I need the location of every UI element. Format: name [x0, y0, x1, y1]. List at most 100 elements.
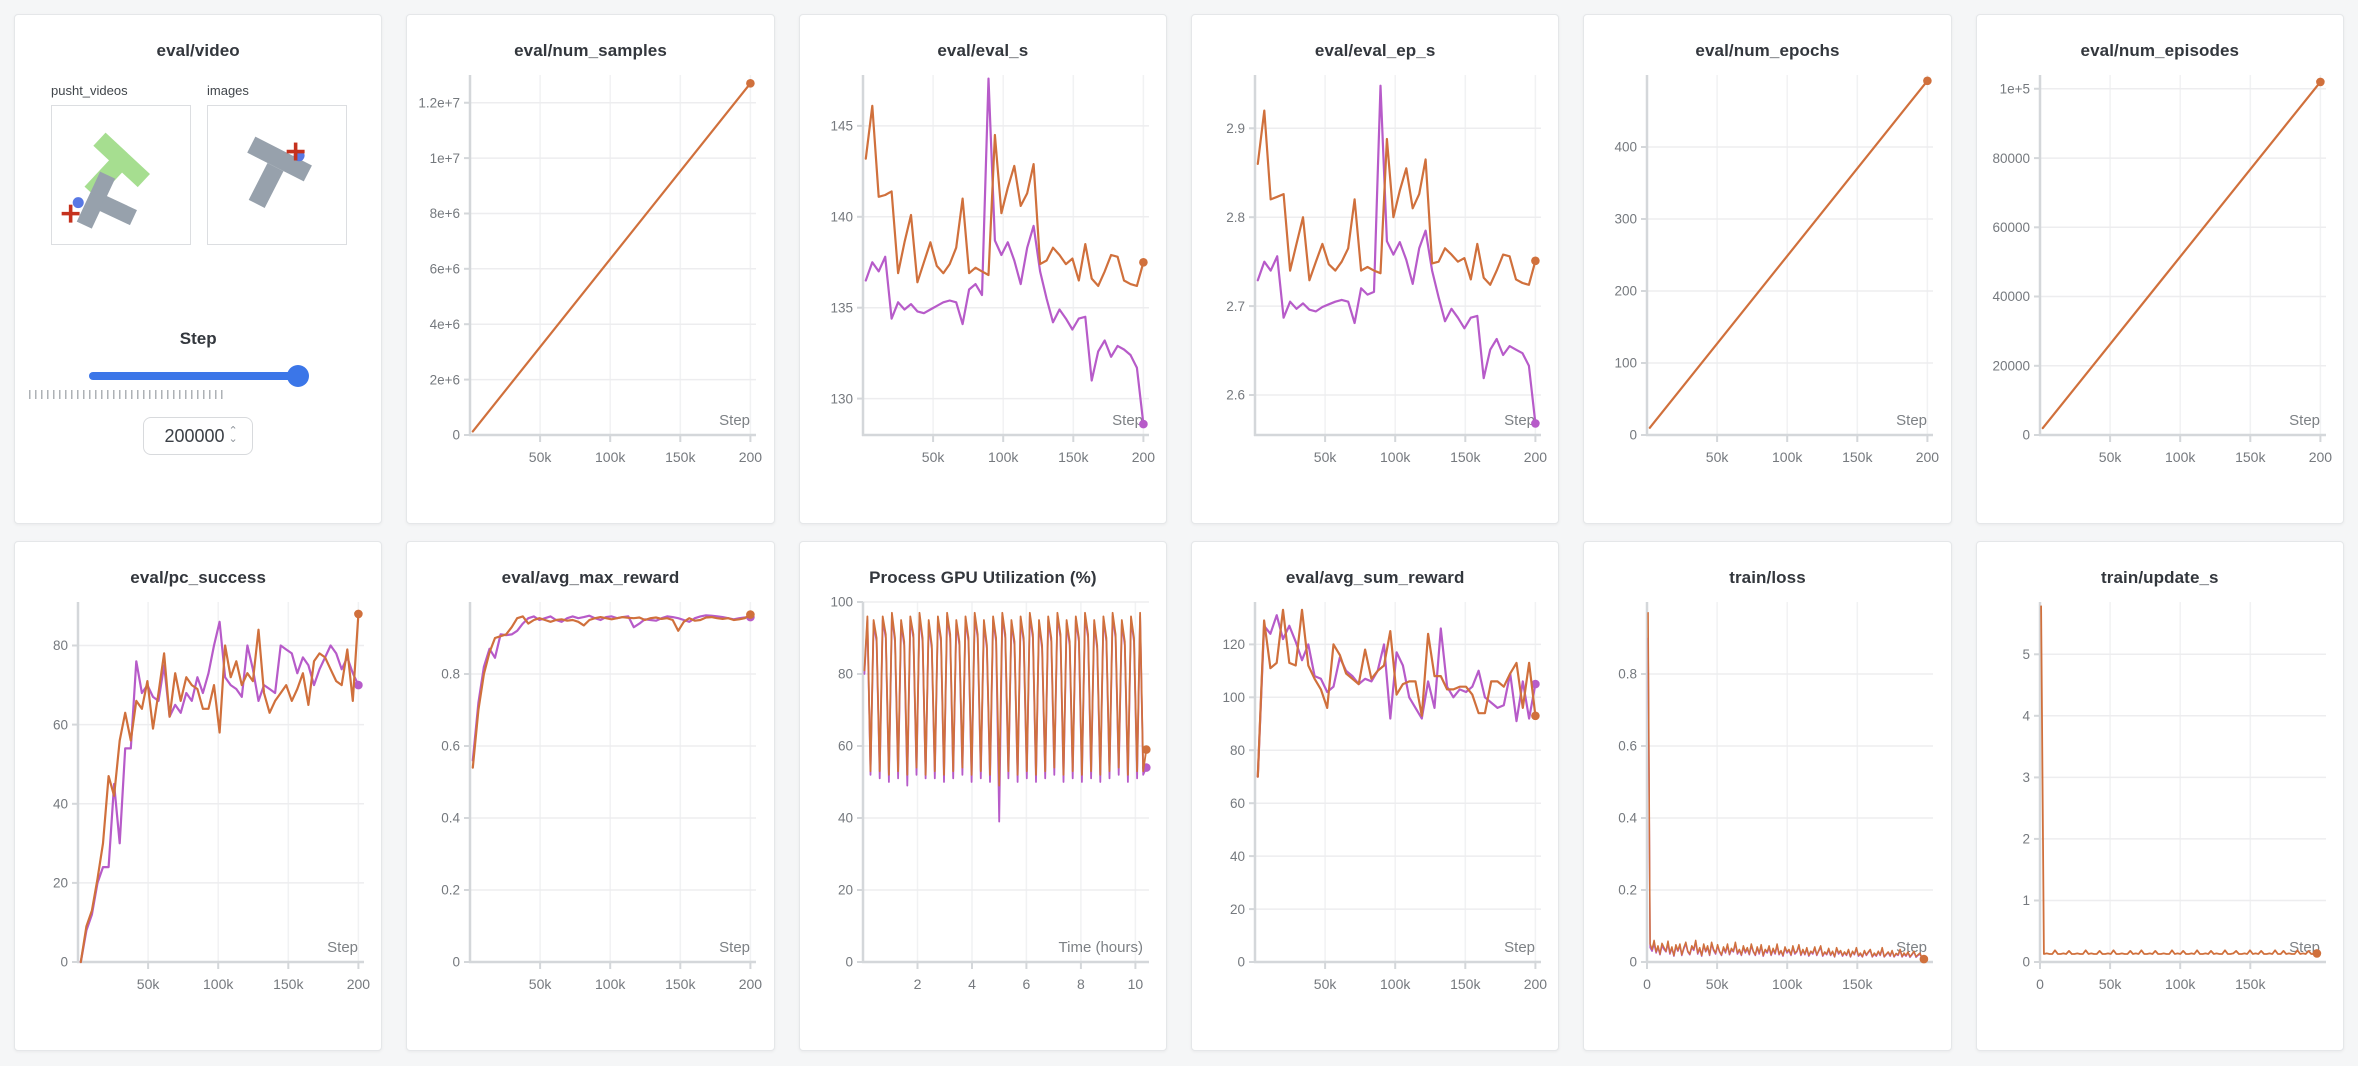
- panel-title: eval/eval_s: [937, 41, 1029, 60]
- svg-text:100k: 100k: [988, 449, 1019, 465]
- panel-process-gpu-utilization[interactable]: Process GPU Utilization (%) 0 20 40 60 80 100 2…: [798, 541, 1167, 1051]
- panel-title: train/loss: [1729, 568, 1806, 587]
- svg-text:0: 0: [453, 955, 461, 970]
- svg-text:200: 200: [1132, 449, 1156, 465]
- step-down-icon[interactable]: ⌄: [228, 433, 238, 445]
- svg-text:1e+5: 1e+5: [1999, 82, 2029, 97]
- svg-text:2: 2: [913, 976, 921, 992]
- panel-eval-num-samples[interactable]: eval/num_samples 0 2e+6 4e+6 6e+6 8e+6 1e+7 1.2…: [406, 14, 775, 524]
- pusht-scene-graphic: [61, 132, 150, 229]
- panel-title: eval/num_samples: [514, 41, 667, 60]
- svg-text:0.6: 0.6: [1619, 739, 1638, 754]
- svg-text:20: 20: [53, 876, 68, 891]
- svg-text:50k: 50k: [2099, 449, 2123, 465]
- chart-area: 0 0.2 0.4 0.6 0.8 50k 100k 150k 200 Step: [407, 594, 773, 1012]
- pusht-video-thumbnail[interactable]: [51, 105, 191, 245]
- panel-eval-eval-ep-s[interactable]: eval/eval_ep_s 2.6 2.7 2.8 2.9 50k 100k 150k 200…: [1191, 14, 1560, 524]
- goal-cross-icon: [61, 204, 80, 223]
- svg-text:200: 200: [1615, 284, 1638, 299]
- svg-text:40000: 40000: [1992, 289, 2030, 304]
- svg-text:0.4: 0.4: [1619, 811, 1638, 826]
- svg-text:Step: Step: [1504, 412, 1535, 429]
- panel-train-update-s[interactable]: train/update_s 0 1 2 3 4 5 0 50k 100k 150k Step: [1975, 541, 2344, 1051]
- svg-text:Step: Step: [2289, 412, 2320, 429]
- slider-track[interactable]: [89, 372, 308, 380]
- svg-text:100k: 100k: [203, 976, 234, 992]
- gray-t-shape: [247, 136, 312, 208]
- svg-text:200: 200: [739, 976, 763, 992]
- panel-eval-num-epochs[interactable]: eval/num_epochs 0 100 200 300 400 50k 100k 150k 2…: [1583, 14, 1952, 524]
- panel-title: eval/video: [156, 41, 240, 60]
- svg-text:150k: 150k: [1450, 449, 1481, 465]
- panel-title: eval/avg_sum_reward: [1285, 568, 1465, 587]
- stepper-arrows[interactable]: ⌃ ⌄: [228, 425, 238, 445]
- svg-text:0.8: 0.8: [442, 667, 461, 682]
- svg-text:0: 0: [2022, 955, 2030, 970]
- svg-text:50k: 50k: [1314, 976, 1338, 992]
- svg-text:80: 80: [1230, 743, 1245, 758]
- svg-text:40: 40: [53, 797, 68, 812]
- svg-text:2.7: 2.7: [1226, 299, 1245, 314]
- svg-text:5: 5: [2022, 647, 2030, 662]
- svg-text:300: 300: [1615, 212, 1638, 227]
- step-up-icon[interactable]: ⌃: [228, 425, 238, 437]
- images-thumbnail[interactable]: [207, 105, 347, 245]
- step-value-input[interactable]: [158, 425, 225, 447]
- svg-text:100k: 100k: [1773, 976, 1804, 992]
- svg-text:100k: 100k: [596, 449, 627, 465]
- svg-text:0: 0: [453, 428, 461, 443]
- panel-title: eval/num_episodes: [2080, 41, 2240, 60]
- panel-title: eval/avg_max_reward: [501, 568, 680, 587]
- media-thumb-images[interactable]: images: [207, 83, 347, 245]
- chart-area: 0 20 40 60 80 100 2 4 6 8 10 Time (hours): [800, 594, 1166, 1012]
- svg-text:150k: 150k: [666, 449, 697, 465]
- svg-text:0.2: 0.2: [442, 883, 461, 898]
- chart-area: 0 20000 40000 60000 80000 1e+5 50k 100k 150k 200 S…: [1977, 67, 2343, 485]
- chart-canvas: 0 20 40 60 80 100 2 4 6 8 10 Time (hours): [830, 595, 1151, 992]
- panel-train-loss[interactable]: train/loss 0 0.2 0.4 0.6 0.8 0 50k 100k 150k Step: [1583, 541, 1952, 1051]
- chart-canvas: 0 20 40 60 80 100 120 50k 100k 150k 200 Step: [1223, 602, 1547, 992]
- chart-area: 0 2e+6 4e+6 6e+6 8e+6 1e+7 1.2e+7 50k 100k 150k 20…: [407, 67, 773, 485]
- svg-text:200: 200: [347, 976, 371, 992]
- panel-eval-video[interactable]: eval/video pusht_videos: [14, 14, 383, 524]
- svg-text:0: 0: [2036, 976, 2044, 992]
- slider-handle[interactable]: [287, 365, 310, 387]
- svg-text:2.6: 2.6: [1226, 388, 1245, 403]
- images-scene-graphic: [247, 136, 312, 208]
- chart-area: 2.6 2.7 2.8 2.9 50k 100k 150k 200 Step: [1192, 67, 1558, 485]
- svg-text:50k: 50k: [529, 449, 553, 465]
- svg-text:50k: 50k: [1314, 449, 1338, 465]
- svg-text:1.2e+7: 1.2e+7: [419, 95, 461, 110]
- svg-text:150k: 150k: [2235, 449, 2266, 465]
- svg-text:150k: 150k: [2235, 976, 2266, 992]
- panel-eval-avg-max-reward[interactable]: eval/avg_max_reward 0 0.2 0.4 0.6 0.8 50k 100k 1…: [406, 541, 775, 1051]
- svg-text:40: 40: [838, 811, 853, 826]
- svg-text:0: 0: [61, 955, 69, 970]
- panel-eval-num-episodes[interactable]: eval/num_episodes 0 20000 40000 60000 80000 1e…: [1975, 14, 2344, 524]
- chart-canvas: 0 0.2 0.4 0.6 0.8 0 50k 100k 150k Step: [1619, 602, 1934, 992]
- panel-eval-pc-success[interactable]: eval/pc_success 0 20 40 60 80 50k 100k 150k 200 St…: [14, 541, 383, 1051]
- svg-text:0: 0: [1238, 955, 1246, 970]
- panel-title: eval/pc_success: [130, 568, 267, 587]
- svg-text:60: 60: [838, 739, 853, 754]
- svg-text:140: 140: [830, 210, 853, 225]
- media-thumb-pusht-videos[interactable]: pusht_videos: [51, 83, 191, 245]
- panel-eval-eval-s[interactable]: eval/eval_s 130 135 140 145 50k 100k 150k 200 Ste…: [798, 14, 1167, 524]
- panel-eval-avg-sum-reward[interactable]: eval/avg_sum_reward 0 20 40 60 80 100 120 50k 100…: [1191, 541, 1560, 1051]
- step-slider[interactable]: [89, 365, 310, 387]
- svg-text:100: 100: [1223, 690, 1246, 705]
- chart-canvas: 2.6 2.7 2.8 2.9 50k 100k 150k 200 Step: [1226, 75, 1547, 465]
- svg-text:120: 120: [1223, 637, 1246, 652]
- panel-title: Process GPU Utilization (%): [869, 568, 1097, 587]
- svg-text:150k: 150k: [1450, 976, 1481, 992]
- chart-area: 0 100 200 300 400 50k 100k 150k 200 Step: [1584, 67, 1950, 485]
- svg-text:0.6: 0.6: [442, 739, 461, 754]
- svg-text:2.9: 2.9: [1226, 121, 1245, 136]
- step-slider-section: Step ⌃ ⌄: [15, 329, 381, 455]
- step-value-box[interactable]: ⌃ ⌄: [143, 417, 254, 455]
- svg-text:100k: 100k: [2165, 976, 2196, 992]
- agent-dot: [72, 197, 84, 209]
- svg-text:4: 4: [2022, 709, 2030, 724]
- svg-text:0.4: 0.4: [442, 811, 461, 826]
